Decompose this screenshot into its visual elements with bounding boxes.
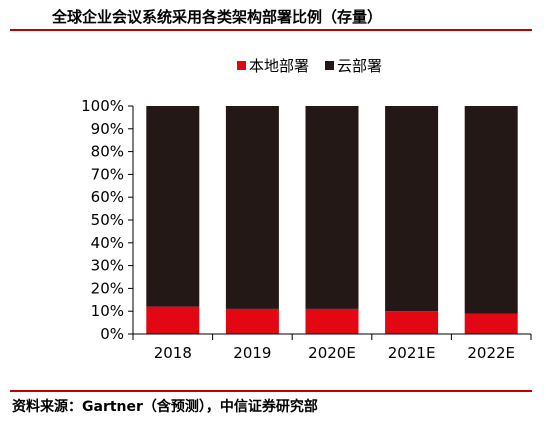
x-tick-label-3: 2021E (388, 344, 436, 362)
source-divider (10, 390, 532, 392)
legend-label-0: 本地部署 (249, 57, 309, 75)
bar-2019-1 (225, 106, 279, 309)
legend-swatch-0 (237, 61, 246, 70)
y-tick-label-1: 10% (91, 302, 124, 320)
y-tick-label-4: 40% (91, 234, 124, 252)
source-note: 资料来源：Gartner（含预测），中信证券研究部 (12, 399, 318, 415)
bar-2021E-1 (385, 106, 439, 312)
x-tick-label-1: 2019 (233, 344, 271, 362)
legend-swatch-1 (325, 61, 334, 70)
y-axis: 0% 10% 20% 30% 40% 50% 60% 70% 80% 90% 100% (81, 97, 134, 343)
bar-2019-0 (225, 308, 279, 334)
bar-2022E-1 (464, 106, 518, 314)
x-tick-label-4: 2022E (467, 344, 515, 362)
stacked-bar-chart: 本地部署 云部署 0% 10% 20% 30% 40% 50% 60% 70% 80% 90% 100… (81, 57, 532, 362)
y-tick-label-8: 80% (91, 143, 124, 161)
y-tick-label-5: 50% (91, 211, 124, 229)
bar-2020E-1 (305, 106, 359, 309)
y-tick-label-9: 90% (91, 120, 124, 138)
y-tick-label-2: 20% (91, 279, 124, 297)
bar-2018-1 (146, 106, 200, 307)
y-tick-label-0: 0% (100, 325, 124, 343)
bar-2018-0 (146, 306, 200, 334)
y-tick-label-7: 70% (91, 165, 124, 183)
y-tick-label-6: 60% (91, 188, 124, 206)
title-divider (10, 29, 532, 31)
legend-label-1: 云部署 (337, 57, 382, 75)
bars (146, 106, 518, 334)
x-tick-label-2: 2020E (308, 344, 356, 362)
bar-2021E-0 (385, 311, 439, 334)
legend: 本地部署 云部署 (237, 57, 382, 75)
y-tick-label-10: 100% (81, 97, 124, 115)
x-tick-label-0: 2018 (154, 344, 192, 362)
chart-title: 全球企业会议系统采用各类架构部署比例（存量） (52, 8, 383, 26)
bar-2022E-0 (464, 313, 518, 334)
y-tick-label-3: 30% (91, 257, 124, 275)
bar-2020E-0 (305, 308, 359, 334)
x-axis: 2018 2019 2020E 2021E 2022E (132, 333, 532, 362)
